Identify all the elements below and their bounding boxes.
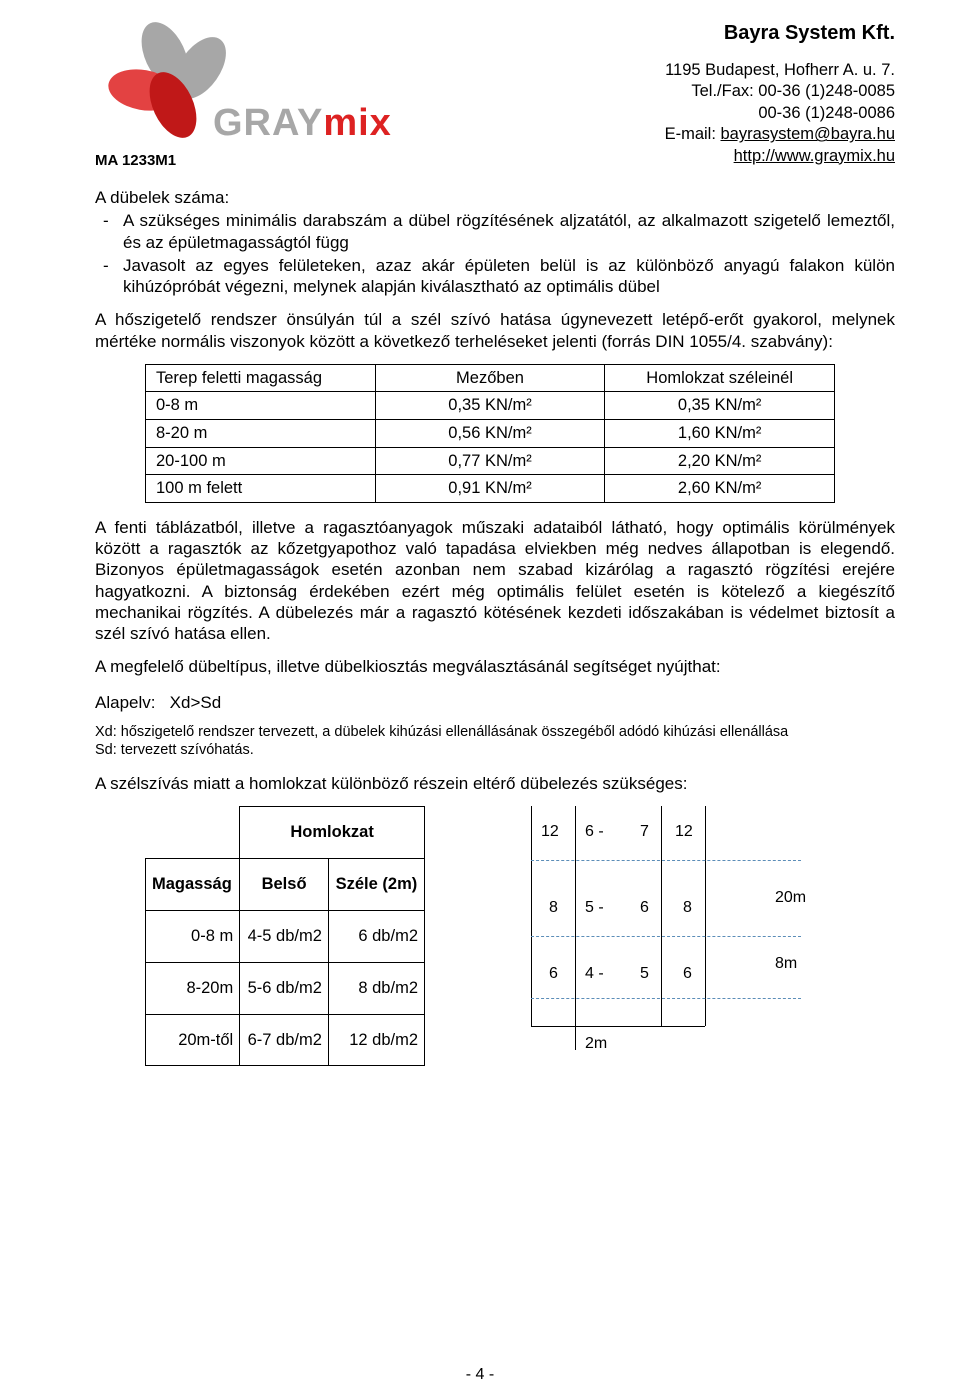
cell: 8-20m: [146, 962, 240, 1014]
cell: 20-100 m: [146, 447, 376, 475]
d-val: 7: [640, 822, 649, 842]
cell: 0,56 KN/m²: [375, 420, 605, 448]
col-header: Mezőben: [375, 364, 605, 392]
d-val: 4 -: [585, 964, 604, 984]
h-szele: Széle (2m): [328, 859, 424, 911]
d-bottom-label: 2m: [585, 1034, 607, 1054]
cell: 0-8 m: [146, 910, 240, 962]
page-number: - 4 -: [0, 1366, 960, 1384]
h-top: Homlokzat: [240, 807, 425, 859]
h-belso: Belső: [240, 859, 329, 911]
d-val: 5 -: [585, 898, 604, 918]
col-header: Homlokzat széleinél: [605, 364, 835, 392]
section1-title: A dübelek száma:: [95, 187, 895, 208]
d-val: 12: [541, 822, 559, 842]
cell: 1,60 KN/m²: [605, 420, 835, 448]
cell: 5-6 db/m2: [240, 962, 329, 1014]
logo-svg: GRAYmix: [95, 20, 455, 150]
company-email-link[interactable]: bayrasystem@bayra.hu: [721, 125, 896, 143]
company-email-line: E-mail: bayrasystem@bayra.hu: [665, 124, 895, 145]
wind-load-table: Terep feletti magasság Mezőben Homlokzat…: [145, 364, 835, 503]
cell: 0-8 m: [146, 392, 376, 420]
table-row: 8-20 m 0,56 KN/m² 1,60 KN/m²: [146, 420, 835, 448]
cell: 0,91 KN/m²: [375, 475, 605, 503]
doc-code: MA 1233M1: [95, 152, 665, 169]
section1-bullets: A szükséges minimális darabszám a dübel …: [95, 210, 895, 297]
d-val: 6 -: [585, 822, 604, 842]
h-mag: Magasság: [146, 859, 240, 911]
company-web-link[interactable]: http://www.graymix.hu: [734, 147, 895, 165]
table-header-row: Homlokzat: [146, 807, 425, 859]
table-header-row: Magasság Belső Széle (2m): [146, 859, 425, 911]
table-row: 0-8 m 4-5 db/m2 6 db/m2: [146, 910, 425, 962]
cell: 4-5 db/m2: [240, 910, 329, 962]
cell: 0,35 KN/m²: [375, 392, 605, 420]
d-val: 8: [683, 898, 692, 918]
cell: 12 db/m2: [328, 1014, 424, 1066]
table-row: 20-100 m 0,77 KN/m² 2,20 KN/m²: [146, 447, 835, 475]
def-xd: Xd: hőszigetelő rendszer tervezett, a dü…: [95, 724, 788, 740]
bullet-item: A szükséges minimális darabszám a dübel …: [95, 210, 895, 253]
company-address: 1195 Budapest, Hofherr A. u. 7.: [665, 60, 895, 81]
d-val: 12: [675, 822, 693, 842]
d-right-label: 20m: [775, 888, 806, 908]
d-right-label: 8m: [775, 954, 797, 974]
page-header: GRAYmix MA 1233M1 Bayra System Kft. 1195…: [95, 20, 895, 169]
body-content: A dübelek száma: A szükséges minimális d…: [95, 187, 895, 1066]
d-val: 6: [683, 964, 692, 984]
d-val: 6: [549, 964, 558, 984]
svg-text:GRAYmix: GRAYmix: [213, 102, 392, 144]
table-header-row: Terep feletti magasság Mezőben Homlokzat…: [146, 364, 835, 392]
para5: A szélszívás miatt a homlokzat különböző…: [95, 773, 895, 794]
facade-diagram: 12 6 - 7 12 8 5 - 6 8 20m 6 4 - 5 6 8m 2…: [485, 806, 845, 1066]
cell: 2,60 KN/m²: [605, 475, 835, 503]
cell: 100 m felett: [146, 475, 376, 503]
table-row: 0-8 m 0,35 KN/m² 0,35 KN/m²: [146, 392, 835, 420]
bottom-row: Homlokzat Magasság Belső Széle (2m) 0-8 …: [95, 806, 895, 1066]
col-header: Terep feletti magasság: [146, 364, 376, 392]
company-name: Bayra System Kft.: [665, 20, 895, 46]
email-label: E-mail:: [665, 125, 721, 143]
company-tel2: 00-36 (1)248-0086: [665, 103, 895, 124]
para4: A megfelelő dübeltípus, illetve dübelkio…: [95, 656, 895, 677]
table-row: 100 m felett 0,91 KN/m² 2,60 KN/m²: [146, 475, 835, 503]
cell: 8 db/m2: [328, 962, 424, 1014]
bullet-item: Javasolt az egyes felületeken, azaz akár…: [95, 255, 895, 298]
d-val: 5: [640, 964, 649, 984]
cell: 0,35 KN/m²: [605, 392, 835, 420]
d-val: 8: [549, 898, 558, 918]
defs: Xd: hőszigetelő rendszer tervezett, a dü…: [95, 723, 895, 759]
table-row: 20m-től 6-7 db/m2 12 db/m2: [146, 1014, 425, 1066]
height-table: Homlokzat Magasság Belső Széle (2m) 0-8 …: [145, 806, 425, 1066]
d-val: 6: [640, 898, 649, 918]
table-row: 8-20m 5-6 db/m2 8 db/m2: [146, 962, 425, 1014]
company-info: Bayra System Kft. 1195 Budapest, Hofherr…: [665, 20, 895, 169]
graymix-logo: GRAYmix: [95, 20, 455, 150]
cell: 2,20 KN/m²: [605, 447, 835, 475]
para3: A fenti táblázatból, illetve a ragasztóa…: [95, 517, 895, 645]
formula-line: Alapelv: Xd>Sd: [95, 692, 895, 713]
cell: 0,77 KN/m²: [375, 447, 605, 475]
logo-column: GRAYmix MA 1233M1: [95, 20, 665, 169]
cell: 6-7 db/m2: [240, 1014, 329, 1066]
cell: 20m-től: [146, 1014, 240, 1066]
cell: 6 db/m2: [328, 910, 424, 962]
def-sd: Sd: tervezett szívóhatás.: [95, 742, 254, 758]
company-telfax: Tel./Fax: 00-36 (1)248-0085: [665, 81, 895, 102]
section1-para2: A hőszigetelő rendszer önsúlyán túl a sz…: [95, 309, 895, 352]
cell: 8-20 m: [146, 420, 376, 448]
